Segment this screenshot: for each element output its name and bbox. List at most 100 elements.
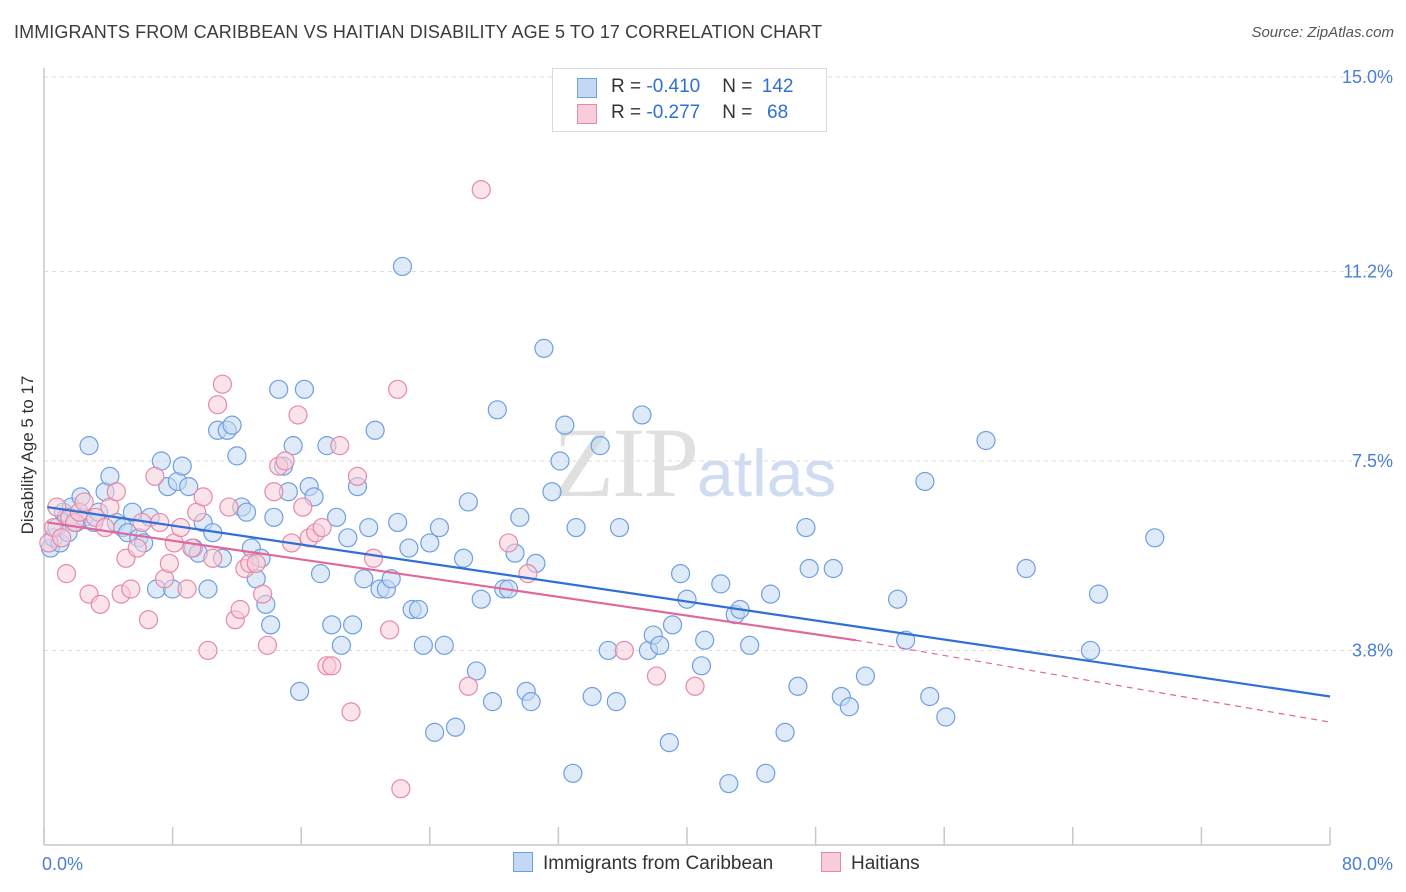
correlation-legend: R = -0.410 N = 142 R = -0.277 N = 68 bbox=[552, 68, 827, 132]
caribbean-point bbox=[331, 635, 351, 655]
caribbean-point bbox=[322, 615, 342, 635]
haitian-point bbox=[177, 579, 197, 599]
caribbean-point bbox=[563, 763, 583, 783]
n-value: 142 bbox=[761, 76, 794, 97]
caribbean-point bbox=[534, 338, 554, 358]
haitian-point bbox=[330, 436, 350, 456]
caribbean-point bbox=[343, 615, 363, 635]
caribbean-point bbox=[172, 456, 192, 476]
caribbean-point bbox=[670, 564, 691, 584]
haitian-point bbox=[347, 466, 368, 486]
caribbean-point bbox=[936, 707, 956, 727]
caribbean-point bbox=[283, 436, 303, 456]
caribbean-point bbox=[388, 512, 408, 533]
caribbean-point bbox=[236, 502, 257, 522]
caribbean-point bbox=[392, 256, 413, 277]
haitian-point bbox=[159, 553, 179, 574]
haitian-point bbox=[219, 497, 239, 517]
haitian-point bbox=[312, 517, 332, 538]
caribbean-point bbox=[471, 589, 491, 609]
caribbean-point bbox=[79, 436, 99, 456]
caribbean-point bbox=[1080, 640, 1101, 661]
haitian-point bbox=[52, 528, 72, 548]
caribbean-point bbox=[609, 517, 630, 538]
caribbean-point bbox=[338, 528, 358, 548]
haitian-point bbox=[275, 451, 295, 471]
haitian-point bbox=[293, 497, 313, 517]
haitian-point bbox=[380, 620, 400, 640]
caribbean-point bbox=[227, 446, 247, 466]
caribbean-trend-line bbox=[47, 505, 1331, 698]
haitian-point bbox=[498, 533, 519, 553]
haitian-point bbox=[646, 666, 667, 686]
haitian-point bbox=[388, 379, 408, 399]
haitian-point bbox=[363, 548, 384, 568]
haitian-point bbox=[106, 482, 126, 502]
caribbean-point bbox=[788, 676, 808, 696]
caribbean-point bbox=[582, 686, 602, 707]
haitian-point bbox=[257, 635, 278, 655]
y-tick-label: 3.8% bbox=[1352, 640, 1393, 660]
bottom-legend-haitians: Haitians bbox=[821, 852, 920, 875]
caribbean-point bbox=[760, 584, 781, 604]
haitian-point bbox=[458, 676, 478, 696]
haitian-point bbox=[127, 538, 147, 558]
y-tick-label: 15.0% bbox=[1342, 67, 1393, 87]
caribbean-point bbox=[365, 420, 385, 440]
x-tick-label: 80.0% bbox=[1342, 854, 1393, 874]
caribbean-point bbox=[1145, 528, 1165, 548]
caribbean-point bbox=[1088, 584, 1109, 604]
haitian-point bbox=[208, 395, 228, 415]
haitian-point bbox=[138, 610, 159, 630]
caribbean-point bbox=[799, 558, 819, 579]
haitian-point bbox=[288, 405, 308, 425]
haitian-point bbox=[341, 702, 361, 722]
haitian-trend-extension bbox=[855, 639, 1331, 723]
haitian-point bbox=[264, 482, 284, 502]
legend-swatch-blue bbox=[513, 852, 533, 872]
haitian-point bbox=[193, 487, 213, 507]
caribbean-point bbox=[222, 415, 242, 435]
haitian-point bbox=[56, 564, 77, 584]
haitian-point bbox=[121, 579, 141, 599]
caribbean-point bbox=[855, 666, 876, 686]
caribbean-point bbox=[453, 548, 474, 568]
caribbean-point bbox=[976, 430, 996, 451]
caribbean-point bbox=[756, 763, 776, 783]
caribbean-point bbox=[310, 564, 331, 584]
haitian-point bbox=[685, 676, 705, 696]
caribbean-point bbox=[294, 379, 315, 399]
caribbean-point bbox=[289, 681, 310, 702]
caribbean-point bbox=[487, 400, 507, 420]
watermark-zip: ZIP bbox=[553, 407, 699, 518]
haitian-trend-line bbox=[47, 521, 856, 642]
caribbean-point bbox=[566, 517, 586, 538]
caribbean-point bbox=[264, 507, 284, 527]
chart-title: IMMIGRANTS FROM CARIBBEAN VS HAITIAN DIS… bbox=[14, 22, 823, 42]
caribbean-point bbox=[198, 579, 218, 599]
caribbean-point bbox=[915, 471, 935, 492]
legend-stats-caribbean: R = -0.410 N = 142 bbox=[611, 76, 798, 98]
caribbean-point bbox=[413, 635, 433, 655]
haitian-point bbox=[74, 492, 94, 512]
caribbean-point bbox=[269, 379, 289, 399]
r-value: -0.277 bbox=[646, 102, 701, 123]
caribbean-point bbox=[354, 569, 374, 589]
haitian-point bbox=[391, 779, 411, 799]
caribbean-point bbox=[510, 507, 530, 527]
legend-swatch-pink bbox=[577, 104, 597, 124]
caribbean-point bbox=[179, 477, 199, 497]
caribbean-point bbox=[425, 722, 445, 742]
caribbean-point bbox=[261, 615, 281, 635]
haitian-point bbox=[471, 180, 491, 200]
bottom-legend-caribbean: Immigrants from Caribbean bbox=[513, 852, 773, 875]
n-label: N = bbox=[722, 76, 758, 97]
caribbean-point bbox=[659, 732, 679, 753]
caribbean-point bbox=[408, 599, 429, 620]
n-value: 68 bbox=[767, 102, 789, 123]
caribbean-point bbox=[662, 615, 683, 635]
caribbean-point bbox=[650, 635, 670, 655]
haitian-point bbox=[198, 640, 218, 661]
caribbean-point bbox=[719, 773, 739, 794]
legend-label-caribbean: Immigrants from Caribbean bbox=[543, 853, 774, 874]
